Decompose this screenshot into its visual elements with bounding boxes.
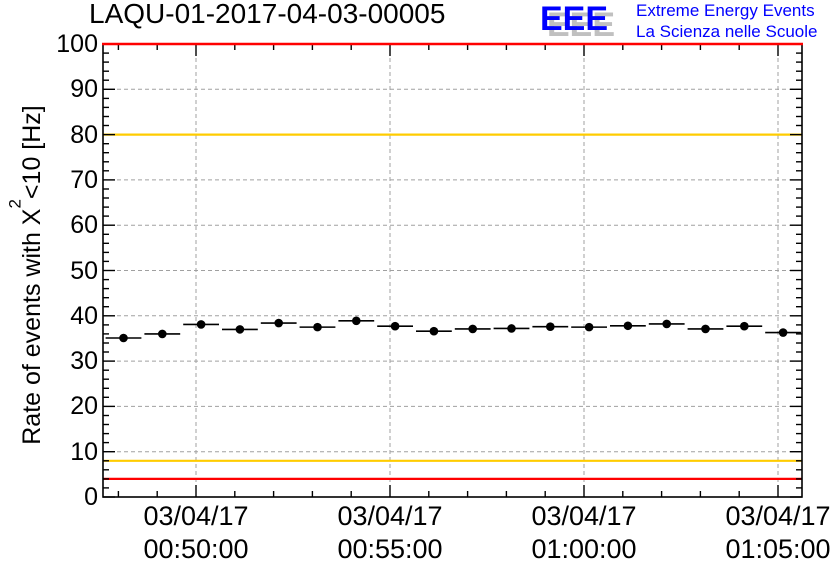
svg-text:Extreme Energy Events: Extreme Energy Events bbox=[636, 1, 815, 20]
svg-text:EEE: EEE bbox=[540, 1, 608, 38]
svg-text:La Scienza nelle Scuole: La Scienza nelle Scuole bbox=[636, 22, 817, 41]
